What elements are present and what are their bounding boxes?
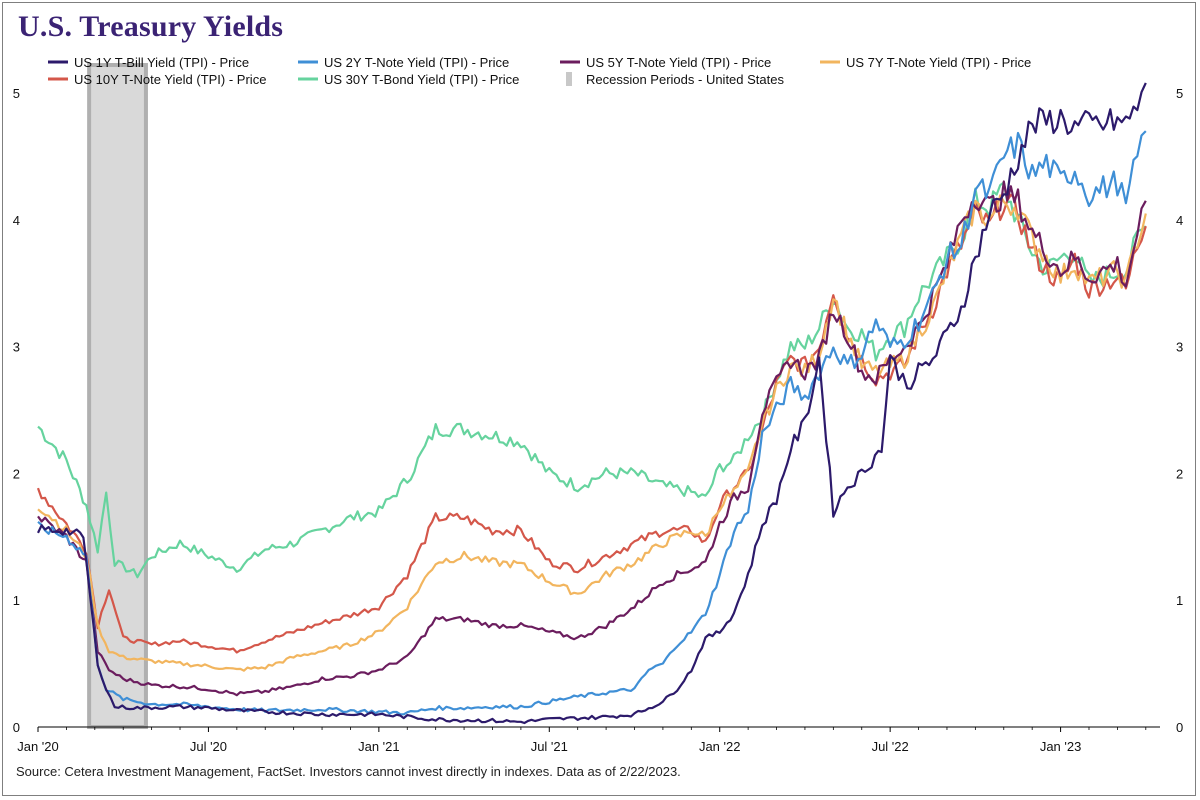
y-tick-label-left: 2 — [13, 466, 20, 481]
series-line-3 — [37, 180, 1147, 697]
y-tick-label-left: 5 — [13, 86, 20, 101]
chart-title: U.S. Treasury Yields — [18, 10, 284, 43]
legend-label: US 10Y T-Note Yield (TPI) - Price — [74, 72, 266, 87]
source-note: Source: Cetera Investment Management, Fa… — [16, 764, 681, 779]
y-tick-label-right: 2 — [1176, 466, 1183, 481]
y-tick-label-left: 0 — [13, 720, 20, 735]
legend-label: US 5Y T-Note Yield (TPI) - Price — [586, 55, 771, 70]
y-tick-label-left: 4 — [13, 213, 20, 228]
series-line-2 — [37, 130, 1147, 716]
y-tick-label-right: 3 — [1176, 340, 1183, 355]
legend-label: US 30Y T-Bond Yield (TPI) - Price — [324, 72, 519, 87]
legend-label: US 1Y T-Bill Yield (TPI) - Price — [74, 55, 249, 70]
y-tick-label-right: 0 — [1176, 720, 1183, 735]
legend-label: US 7Y T-Note Yield (TPI) - Price — [846, 55, 1031, 70]
y-tick-label-right: 5 — [1176, 86, 1183, 101]
series-line-4 — [37, 194, 1147, 672]
x-tick-label: Jan '20 — [17, 739, 59, 754]
y-tick-label-left: 3 — [13, 340, 20, 355]
x-tick-label: Jul '20 — [190, 739, 227, 754]
x-tick-label: Jan '23 — [1040, 739, 1082, 754]
series-line-1 — [37, 82, 1147, 725]
series-line-5 — [36, 193, 1147, 654]
legend-label: Recession Periods - United States — [586, 72, 784, 87]
x-tick-label: Jul '21 — [531, 739, 568, 754]
y-tick-label-left: 1 — [13, 593, 20, 608]
legend-label: US 2Y T-Note Yield (TPI) - Price — [324, 55, 509, 70]
series-line-6 — [37, 181, 1147, 579]
x-tick-label: Jul '22 — [872, 739, 909, 754]
y-tick-label-right: 1 — [1176, 593, 1183, 608]
x-tick-label: Jan '22 — [699, 739, 741, 754]
legend-swatch-recession — [566, 72, 572, 86]
y-tick-label-right: 4 — [1176, 213, 1183, 228]
x-tick-label: Jan '21 — [358, 739, 400, 754]
